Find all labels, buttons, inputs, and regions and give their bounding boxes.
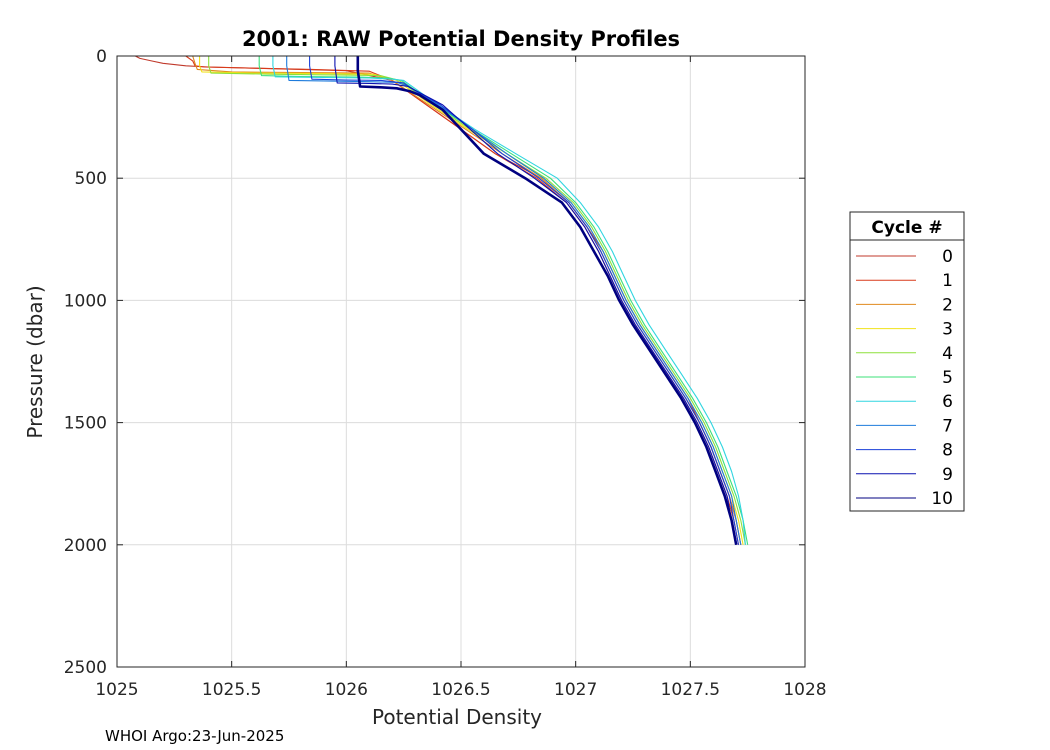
axis-ticks: 1025 1025.5 1026 1026.5 1027 1027.5 1028 0 500 10… [64,47,827,700]
series-line-cycle-10 [356,56,738,546]
legend-label-cycle-4: 4 [942,344,953,364]
x-tick-label: 1025 [95,680,138,700]
legend-items: 0 1 2 3 4 5 6 7 8 9 10 [856,247,953,509]
legend-label-cycle-7: 7 [942,416,953,436]
x-axis-label: Potential Density [372,705,542,729]
series-layer [135,55,749,546]
legend: Cycle # 0 1 2 3 4 5 6 7 8 9 10 [849,211,965,512]
y-tick-label: 1000 [64,291,107,311]
series-line-cycle-9 [334,56,737,545]
series-line-cycle-8 [309,56,740,545]
chart-title: 2001: RAW Potential Density Profiles [242,27,680,51]
series-line-cycle-7 [286,56,742,545]
legend-box [849,211,965,512]
legend-title: Cycle # [871,218,942,238]
legend-label-cycle-3: 3 [942,320,953,340]
legend-label-cycle-2: 2 [942,295,953,315]
series-line-cycle-4 [208,56,746,545]
footer-stamp: WHOI Argo:23-Jun-2025 [105,727,284,745]
y-tick-label: 2000 [64,536,107,556]
y-tick-label: 1500 [64,414,107,434]
y-axis-label: Pressure (dbar) [23,285,47,438]
legend-label-cycle-10: 10 [931,489,953,509]
y-tick-label: 500 [75,169,107,189]
series-line-cycle-5 [258,56,749,545]
legend-label-cycle-6: 6 [942,392,953,412]
x-tick-label: 1027.5 [661,680,720,700]
x-tick-label: 1028 [783,680,826,700]
legend-label-cycle-1: 1 [942,271,953,291]
legend-label-cycle-8: 8 [942,441,953,461]
x-tick-label: 1027 [554,680,597,700]
legend-label-cycle-9: 9 [942,465,953,485]
series-line-cycle-6 [272,56,746,545]
x-tick-label: 1026 [325,680,368,700]
x-tick-label: 1026.5 [431,680,490,700]
y-tick-label: 2500 [64,658,107,678]
legend-label-cycle-5: 5 [942,368,953,388]
y-tick-label: 0 [96,47,107,67]
legend-label-cycle-0: 0 [942,247,953,267]
x-tick-label: 1025.5 [202,680,261,700]
